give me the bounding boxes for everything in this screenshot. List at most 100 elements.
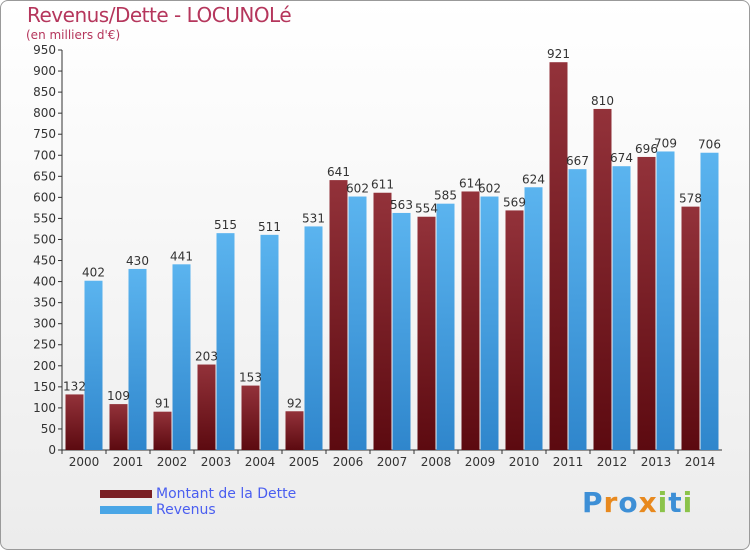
y-tick-label: 100 [33, 401, 56, 415]
y-tick-label: 550 [33, 211, 56, 225]
bar-revenue [436, 203, 455, 450]
x-tick-label: 2005 [289, 455, 320, 469]
y-tick-label: 850 [33, 85, 56, 99]
x-tick-label: 2010 [509, 455, 540, 469]
chart-title: Revenus/Dette - LOCUNOLé [27, 3, 292, 27]
y-tick-label: 750 [33, 127, 56, 141]
y-tick-label: 800 [33, 106, 56, 120]
value-label-revenue: 515 [214, 218, 237, 232]
value-label-revenue: 402 [82, 266, 105, 280]
y-tick-label: 250 [33, 338, 56, 352]
value-label-debt: 578 [679, 192, 702, 206]
logo-letter: o [618, 486, 639, 519]
bar-debt [197, 364, 216, 450]
value-label-debt: 569 [503, 195, 526, 209]
value-label-debt: 611 [371, 178, 394, 192]
bar-debt [417, 216, 436, 450]
x-tick-label: 2003 [201, 455, 232, 469]
y-tick-label: 700 [33, 148, 56, 162]
axes: 0 50 100 150 200 250 300 350 400 450 500 550 600 650 7… [33, 43, 722, 469]
value-label-debt: 810 [591, 94, 614, 108]
bar-revenue [84, 280, 103, 450]
bar-revenue [128, 268, 147, 450]
value-labels: 132 402 109 430 91 441 203 515 153 511 92 531 641 602… [63, 47, 721, 410]
value-label-revenue: 511 [258, 220, 281, 234]
bar-revenue [612, 166, 631, 451]
proxiti-logo: Proxiti [582, 486, 693, 519]
bar-debt [593, 108, 612, 451]
bars [65, 62, 719, 451]
chart-subtitle: (en milliers d'€) [26, 28, 121, 42]
bar-revenue [392, 212, 411, 450]
y-tick-label: 150 [33, 380, 56, 394]
bar-revenue [304, 226, 323, 450]
value-label-revenue: 602 [478, 182, 501, 196]
y-tick-label: 300 [33, 317, 56, 331]
x-tick-label: 2007 [377, 455, 408, 469]
y-tick-label: 500 [33, 232, 56, 246]
legend-swatch-debt [100, 490, 152, 498]
value-label-revenue: 602 [346, 182, 369, 196]
value-label-revenue: 563 [390, 198, 413, 212]
bar-revenue [260, 234, 279, 450]
value-label-debt: 203 [195, 350, 218, 364]
bar-debt [65, 394, 84, 450]
x-tick-label: 2012 [597, 455, 628, 469]
value-label-debt: 132 [63, 379, 86, 393]
logo-letter: P [582, 486, 604, 519]
value-label-revenue: 624 [522, 172, 545, 186]
bar-debt [373, 192, 392, 450]
legend-label-debt: Montant de la Dette [156, 486, 297, 502]
bar-revenue [172, 264, 191, 450]
y-tick-label: 350 [33, 296, 56, 310]
value-label-revenue: 709 [654, 136, 677, 150]
bar-debt [241, 385, 260, 450]
value-label-debt: 109 [107, 389, 130, 403]
y-tick-label: 950 [33, 43, 56, 57]
value-label-debt: 153 [239, 371, 262, 385]
value-label-debt: 92 [287, 396, 302, 410]
value-label-revenue: 430 [126, 254, 149, 268]
x-tick-label: 2008 [421, 455, 452, 469]
x-tick-label: 2011 [553, 455, 584, 469]
x-tick-label: 2006 [333, 455, 364, 469]
logo-letter: r [603, 486, 619, 519]
value-label-revenue: 585 [434, 189, 457, 203]
bar-debt [285, 411, 304, 450]
y-tick-label: 600 [33, 190, 56, 204]
value-label-revenue: 674 [610, 151, 633, 165]
value-label-debt: 91 [155, 397, 170, 411]
y-tick-label: 400 [33, 275, 56, 289]
x-tick-label: 2004 [245, 455, 276, 469]
y-tick-label: 50 [41, 422, 56, 436]
y-tick-label: 900 [33, 64, 56, 78]
bar-debt [461, 191, 480, 450]
bar-revenue [216, 233, 235, 450]
value-label-revenue: 667 [566, 154, 589, 168]
bar-debt [109, 404, 128, 450]
value-label-debt: 614 [459, 176, 482, 190]
y-tick-label: 650 [33, 169, 56, 183]
legend-swatch-revenue [100, 506, 152, 514]
value-label-debt: 554 [415, 202, 438, 216]
logo-letter: i [682, 486, 694, 519]
bar-debt [637, 156, 656, 450]
bar-debt [329, 180, 348, 450]
x-tick-label: 2000 [69, 455, 100, 469]
bar-revenue [348, 196, 367, 450]
value-label-debt: 641 [327, 165, 350, 179]
bar-debt [505, 210, 524, 450]
bar-debt [681, 206, 700, 450]
legend-label-revenue: Revenus [156, 502, 216, 518]
x-tick-label: 2001 [113, 455, 144, 469]
bar-revenue [700, 152, 719, 450]
bar-debt [153, 411, 172, 450]
x-tick-label: 2002 [157, 455, 188, 469]
value-label-revenue: 531 [302, 211, 325, 225]
x-tick-label: 2013 [641, 455, 672, 469]
bar-revenue [480, 196, 499, 450]
x-tick-label: 2009 [465, 455, 496, 469]
bar-revenue [568, 169, 587, 450]
bar-debt [549, 62, 568, 451]
